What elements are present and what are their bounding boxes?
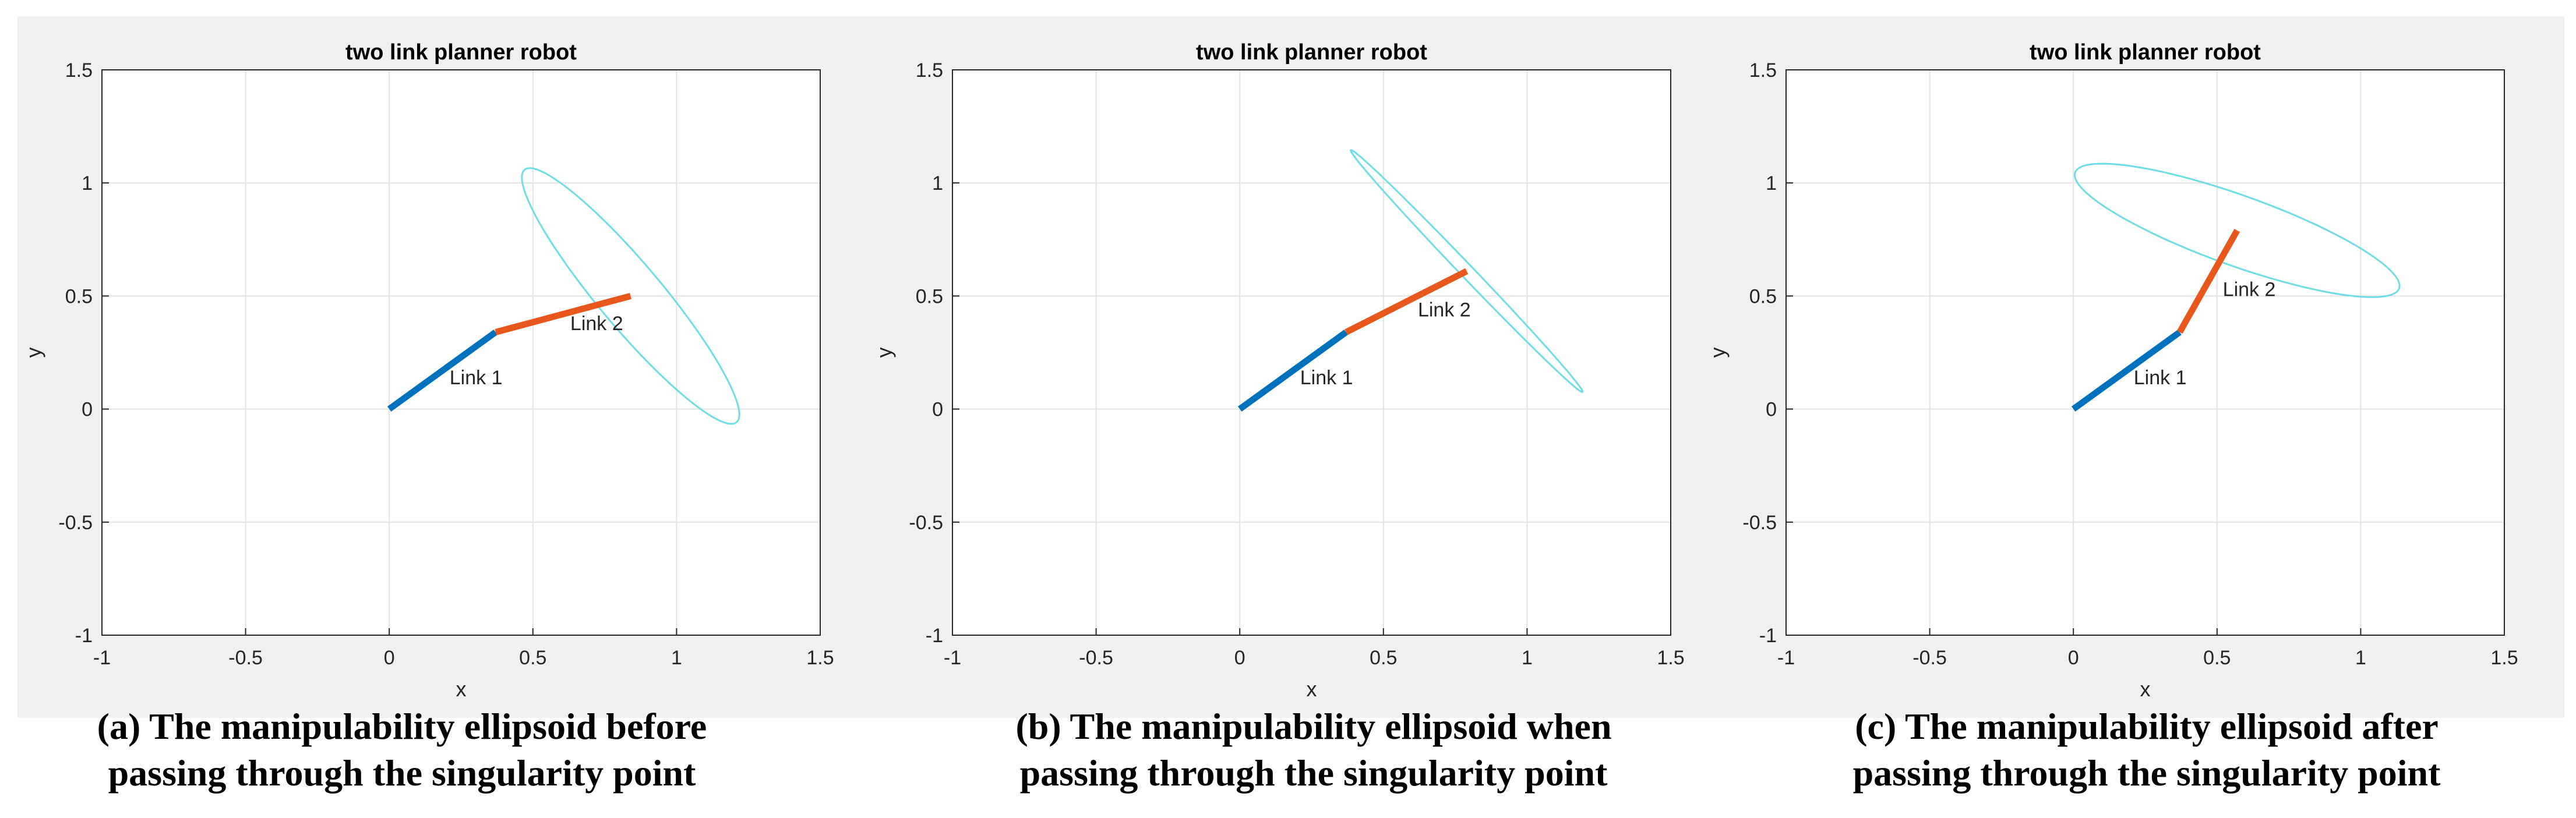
chart-b-x-tick-label: 1 <box>1522 647 1533 669</box>
chart-c-manipulability-ellipse <box>2073 162 2401 298</box>
chart-b-link-1-annotation: Link 1 <box>1300 367 1353 389</box>
chart-c-x-tick-label: -1 <box>1777 647 1795 669</box>
chart-b-axes-box <box>952 69 1671 636</box>
chart-b-y-tick-label: -0.5 <box>909 512 943 534</box>
chart-b-x-tick-label: 0 <box>1234 647 1245 669</box>
chart-b-plot-area <box>952 70 1671 635</box>
chart-c-x-axis-label: x <box>2140 677 2151 701</box>
plots-canvas: -1 -0.5 0 0.5 1 1.5 -1 -0.5 0 0.5 1 1.5 two link pla… <box>22 40 2518 701</box>
chart-c-title: two link planner robot <box>2030 40 2261 65</box>
caption-a-line1: (a) The manipulability ellipsoid before <box>97 706 707 747</box>
chart-c-y-tick-label: 0 <box>1766 399 1777 421</box>
chart-a-plot-area <box>102 70 820 635</box>
chart-a-x-tick-label: -1 <box>93 647 111 669</box>
chart-a-y-tick-label: 1 <box>82 172 93 194</box>
chart-a-link-2-line <box>495 293 631 335</box>
chart-a-title: two link planner robot <box>345 40 577 65</box>
chart-b-y-tick-label: -1 <box>926 625 943 647</box>
chart-b-title: two link planner robot <box>1196 40 1427 65</box>
chart-b-link-2-line <box>1345 268 1469 335</box>
chart-b-x-tick-label: 1.5 <box>1657 647 1684 669</box>
caption-a-line2: passing through the singularity point <box>108 752 696 794</box>
chart-c-x-tick-label: 0 <box>2068 647 2079 669</box>
chart-a-y-tick-label: -1 <box>75 625 93 647</box>
chart-c-y-tick-label: 0.5 <box>1749 285 1777 307</box>
chart-b-link-2-annotation: Link 2 <box>1418 299 1471 321</box>
chart-b-y-tick-label: 0.5 <box>916 285 943 307</box>
chart-c-y-tick-label: 1.5 <box>1749 59 1777 82</box>
chart-a-link-1-annotation: Link 1 <box>450 367 503 389</box>
chart-c-link-1-line <box>2071 330 2182 412</box>
chart-b-x-axis-label: x <box>1307 677 1317 701</box>
chart-c-x-tick-label: 1 <box>2355 647 2366 669</box>
chart-c-link-2-annotation: Link 2 <box>2223 279 2276 301</box>
chart-a-x-tick-label: 0 <box>384 647 395 669</box>
chart-c-x-tick-label: -0.5 <box>1912 647 1947 669</box>
chart-b-manipulability-ellipse <box>1350 149 1584 393</box>
chart-a-x-tick-label: 1 <box>671 647 682 669</box>
caption-b: (b) The manipulability ellipsoid when pa… <box>888 703 1739 796</box>
chart-a-x-tick-label: 0.5 <box>519 647 546 669</box>
chart-a-manipulability-ellipse <box>521 167 740 425</box>
chart-c-y-axis-label: y <box>1706 348 1730 358</box>
caption-c-line1: (c) The manipulability ellipsoid after <box>1855 706 2439 747</box>
chart-c-y-tick-label: -0.5 <box>1742 512 1777 534</box>
chart-c-axes-box <box>1785 69 2505 636</box>
chart-b-link-1-line <box>1237 330 1348 412</box>
chart-b-y-tick-label: 1 <box>932 172 943 194</box>
chart-a-y-tick-label: -0.5 <box>58 512 93 534</box>
caption-c-line2: passing through the singularity point <box>1852 752 2441 794</box>
chart-c-y-tick-label: 1 <box>1766 172 1777 194</box>
chart-b-x-tick-label: 0.5 <box>1370 647 1397 669</box>
chart-b-x-tick-label: -0.5 <box>1079 647 1113 669</box>
chart-c-x-tick-label: 0.5 <box>2203 647 2231 669</box>
caption-b-line1: (b) The manipulability ellipsoid when <box>1015 706 1612 747</box>
chart-a-link-2-annotation: Link 2 <box>570 313 623 335</box>
chart-b-y-tick-label: 0 <box>932 399 943 421</box>
caption-b-line2: passing through the singularity point <box>1019 752 1608 794</box>
caption-c: (c) The manipulability ellipsoid after p… <box>1721 703 2572 796</box>
chart-a-x-axis-label: x <box>456 677 467 701</box>
chart-a-y-tick-label: 0 <box>82 399 93 421</box>
chart-c-y-tick-label: -1 <box>1759 625 1777 647</box>
chart-b-y-tick-label: 1.5 <box>916 59 943 82</box>
chart-a-y-axis-label: y <box>22 348 45 358</box>
chart-c-x-tick-label: 1.5 <box>2490 647 2518 669</box>
chart-c-link-2-line <box>2176 229 2240 334</box>
chart-b-x-tick-label: -1 <box>944 647 961 669</box>
chart-a-link-1-line <box>387 330 497 412</box>
chart-a-x-tick-label: -0.5 <box>228 647 263 669</box>
chart-a-x-tick-label: 1.5 <box>806 647 834 669</box>
chart-c-plot-area <box>1786 70 2504 635</box>
chart-c-link-1-annotation: Link 1 <box>2134 367 2187 389</box>
caption-a: (a) The manipulability ellipsoid before … <box>0 703 827 796</box>
chart-a-y-tick-label: 0.5 <box>65 285 93 307</box>
chart-b-y-axis-label: y <box>872 348 896 358</box>
chart-a-y-tick-label: 1.5 <box>65 59 93 82</box>
chart-a-axes-box <box>101 69 821 636</box>
